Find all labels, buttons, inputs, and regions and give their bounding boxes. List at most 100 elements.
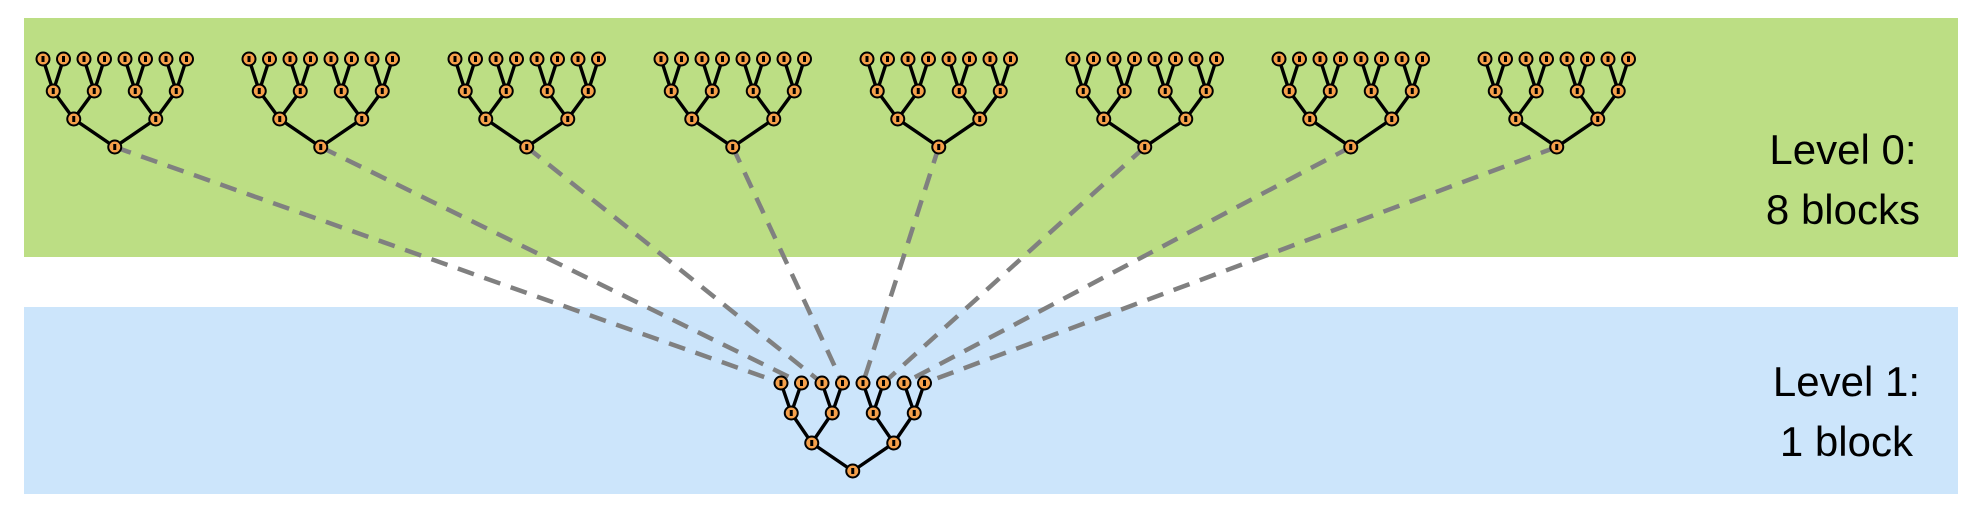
- level-0-block-5: [859, 51, 1018, 155]
- level-1-block-node-mark: [892, 440, 896, 446]
- level-1-block-node-mark: [800, 380, 803, 386]
- level-0-block-1-edge: [72, 117, 117, 149]
- level-0-block-3-node-mark: [525, 144, 529, 150]
- level-0-block-3-node-mark: [545, 88, 549, 94]
- level-0-block-7-node-mark: [1349, 144, 1353, 150]
- level-0-block-2-node-mark: [339, 88, 343, 94]
- level-0-block-1-node-mark: [185, 56, 188, 62]
- level-0-block-6-node-mark: [1184, 116, 1188, 122]
- level-0-block-8: [1477, 51, 1636, 155]
- level-0-block-1-node-mark: [82, 56, 86, 62]
- level-0-block-1-node-mark: [174, 88, 178, 94]
- level-0-block-5-node-mark: [886, 56, 889, 62]
- level-0-block-1-node-mark: [154, 116, 158, 122]
- level-0-block-3: [447, 51, 606, 155]
- connector-line: [902, 145, 1352, 385]
- level-0-block-5-node-mark: [988, 56, 992, 62]
- level-0-block-3-node-mark: [463, 88, 467, 94]
- level-0-block-3-node-mark: [484, 116, 488, 122]
- level-0-block-8-node-mark: [1493, 88, 1497, 94]
- level-0-block-3-node-mark: [453, 56, 457, 62]
- level-0-block-2-node-mark: [309, 56, 312, 62]
- level-0-block-6-node-mark: [1102, 116, 1106, 122]
- level-1-block-node-mark: [779, 380, 783, 386]
- level-0-block-4-node-mark: [751, 88, 755, 94]
- level-0-block-1-node-mark: [41, 56, 45, 62]
- level-0-block-3-node-mark: [597, 56, 600, 62]
- level-0-block-2-node-mark: [370, 56, 374, 62]
- level-0-block-4-node-mark: [710, 88, 714, 94]
- level-0-block-2-edge: [278, 117, 323, 149]
- level-0-block-1-node-mark: [92, 88, 96, 94]
- level-1-tree: [773, 375, 932, 479]
- level-0-title: Level 0:: [1769, 126, 1917, 173]
- level-0-trees: [35, 51, 1636, 155]
- level-0-block-2-node-mark: [329, 56, 333, 62]
- level-0-block-8-node-mark: [1534, 88, 1538, 94]
- level-0-block-6-node-mark: [1153, 56, 1157, 62]
- level-0-block-1: [35, 51, 194, 155]
- level-0-block-7-edge: [1308, 117, 1353, 149]
- level-0-block-3-edge: [484, 117, 529, 149]
- level-0-block-4-node-mark: [772, 116, 776, 122]
- level-1-block-node-mark: [851, 468, 855, 474]
- connector-line: [113, 144, 782, 386]
- level-0-block-4-edge: [690, 117, 735, 149]
- level-0-block-7-node-mark: [1390, 116, 1394, 122]
- level-0-block-8-node-mark: [1586, 56, 1589, 62]
- level-0-block-4-node-mark: [700, 56, 704, 62]
- level-0-block-3-node-mark: [586, 88, 590, 94]
- level-0-block-6-node-mark: [1143, 144, 1147, 150]
- level-0-block-6-node-mark: [1112, 56, 1116, 62]
- level-0-block-8-edge: [1514, 117, 1559, 149]
- level-0-block-8-node-mark: [1483, 56, 1487, 62]
- level-0-block-6-node-mark: [1133, 56, 1136, 62]
- level-0-block-4-node-mark: [803, 56, 806, 62]
- level-0-block-5-node-mark: [865, 56, 869, 62]
- connector-line: [860, 146, 941, 384]
- level-0-block-3-node-mark: [504, 88, 508, 94]
- level-0-block-7-node-mark: [1328, 88, 1332, 94]
- level-0-block-5-node-mark: [998, 88, 1002, 94]
- level-0-block-8-node-mark: [1565, 56, 1569, 62]
- level-0-block-4-edge: [731, 117, 776, 149]
- level-0-block-5-edge: [896, 117, 941, 149]
- level-1-block-edge: [810, 441, 855, 473]
- level-1-block-node-mark: [882, 380, 885, 386]
- level-0-block-4-node-mark: [659, 56, 663, 62]
- level-0-block-2-node-mark: [288, 56, 292, 62]
- level-0-block-1-edge: [113, 117, 158, 149]
- level-0-block-6-edge: [1143, 117, 1188, 149]
- level-1-block-node-mark: [912, 410, 916, 416]
- level-0-block-5-node-mark: [968, 56, 971, 62]
- level-1-block-node-mark: [923, 380, 926, 386]
- level-0-block-6-node-mark: [1071, 56, 1075, 62]
- level-0-block-5-node-mark: [937, 144, 941, 150]
- level-1-label: Level 1: 1 block: [1773, 352, 1920, 472]
- level-0-block-2-node-mark: [298, 88, 302, 94]
- level-0-block-4-node-mark: [762, 56, 765, 62]
- level-0-block-8-node-mark: [1555, 144, 1559, 150]
- level-0-block-2-node-mark: [257, 88, 261, 94]
- level-0-block-4: [653, 51, 812, 155]
- level-0-block-8-node-mark: [1575, 88, 1579, 94]
- level-0-block-5-node-mark: [916, 88, 920, 94]
- level-0-block-1-node-mark: [62, 56, 65, 62]
- level-0-block-4-node-mark: [690, 116, 694, 122]
- level-0-block-2-node-mark: [380, 88, 384, 94]
- level-0-block-2: [241, 51, 400, 155]
- level-0-block-2-node-mark: [360, 116, 364, 122]
- level-0-block-6-node-mark: [1163, 88, 1167, 94]
- level-0-block-6-node-mark: [1081, 88, 1085, 94]
- level-0-block-2-node-mark: [247, 56, 251, 62]
- level-0-block-7-node-mark: [1380, 56, 1383, 62]
- level-1-block-edge: [851, 441, 896, 473]
- level-0-block-4-node-mark: [669, 88, 673, 94]
- level-0-block-6-node-mark: [1092, 56, 1095, 62]
- level-0-block-8-node-mark: [1545, 56, 1548, 62]
- level-1-block-node-mark: [820, 380, 824, 386]
- level-1-title: Level 1:: [1772, 358, 1920, 405]
- level-0-block-7-node-mark: [1287, 88, 1291, 94]
- level-0-block-5-node-mark: [957, 88, 961, 94]
